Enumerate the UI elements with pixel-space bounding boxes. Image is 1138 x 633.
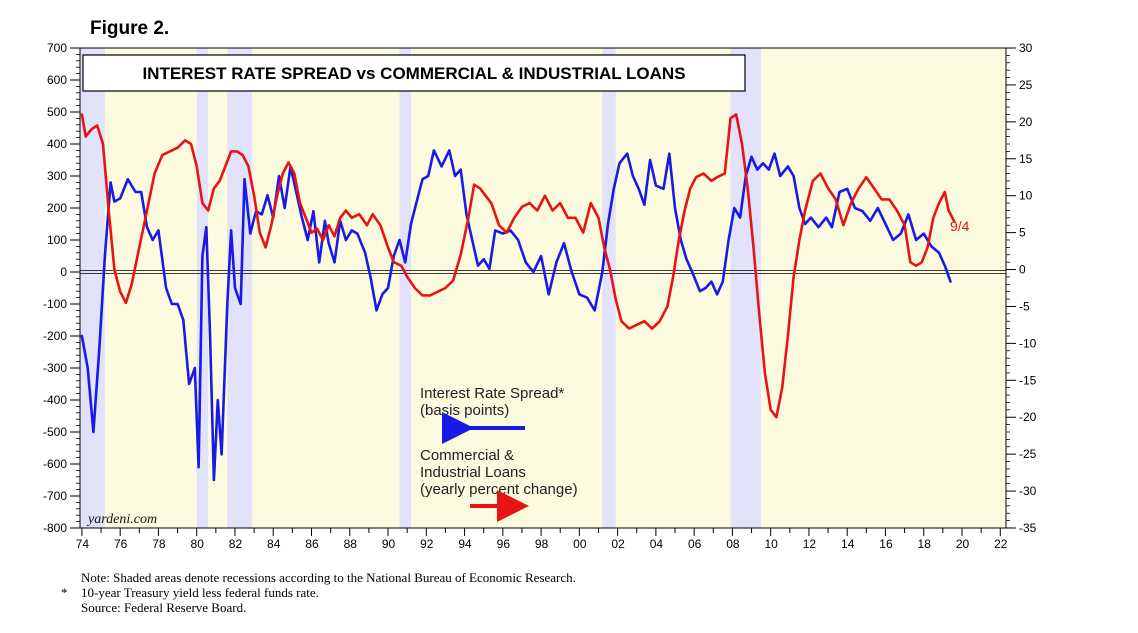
spread-line — [80, 149, 952, 482]
y-left-tick-label: 400 — [47, 137, 67, 151]
figure-label: Figure 2. — [90, 18, 170, 39]
chart-title: INTEREST RATE SPREAD vs COMMERCIAL & IND… — [142, 64, 685, 83]
y-right-tick-label: 5 — [1019, 226, 1026, 240]
x-tick-label: 10 — [764, 537, 778, 551]
recession-band — [399, 48, 411, 528]
x-tick-label: 76 — [114, 537, 128, 551]
loans-line — [80, 113, 956, 419]
legend-spread-line1: Interest Rate Spread* — [420, 385, 564, 402]
plot-area — [80, 48, 1006, 528]
y-left-tick-label: -800 — [43, 521, 67, 535]
y-left-tick-label: -700 — [43, 489, 67, 503]
x-tick-label: 12 — [803, 537, 817, 551]
x-tick-label: 16 — [879, 537, 893, 551]
legend-loans-line3: (yearly percent change) — [420, 481, 578, 498]
x-tick-label: 00 — [573, 537, 587, 551]
y-right-tick-label: 15 — [1019, 152, 1033, 166]
x-tick-label: 92 — [420, 537, 434, 551]
watermark: yardeni.com — [86, 512, 157, 527]
y-right-tick-label: -15 — [1019, 373, 1037, 387]
y-right-tick-label: -20 — [1019, 410, 1037, 424]
x-tick-label: 22 — [994, 537, 1008, 551]
legend-spread-line2: (basis points) — [420, 402, 509, 419]
recession-band — [227, 48, 253, 528]
y-left-tick-label: 300 — [47, 169, 67, 183]
legend-loans-line2: Industrial Loans — [420, 464, 526, 481]
y-left-tick-label: 100 — [47, 233, 67, 247]
y-left-tick-label: -200 — [43, 329, 67, 343]
x-tick-label: 84 — [267, 537, 281, 551]
end-date-label: 9/4 — [950, 218, 970, 234]
x-tick-label: 90 — [382, 537, 396, 551]
x-tick-label: 78 — [152, 537, 166, 551]
x-tick-label: 86 — [305, 537, 319, 551]
plot-frame — [79, 47, 1007, 529]
x-tick-label: 04 — [650, 537, 664, 551]
y-right-tick-label: 30 — [1019, 41, 1033, 55]
series-lines — [80, 113, 956, 482]
x-tick-label: 08 — [726, 537, 740, 551]
y-left-tick-label: -300 — [43, 361, 67, 375]
x-tick-label: 82 — [229, 537, 243, 551]
y-right-tick-label: 10 — [1019, 189, 1033, 203]
x-tick-label: 20 — [956, 537, 970, 551]
y-left-tick-label: 500 — [47, 105, 67, 119]
recession-band — [602, 48, 616, 528]
notes-block: Note: Shaded areas denote recessions acc… — [61, 570, 576, 615]
chart-title-box — [82, 54, 746, 92]
note-recessions: Note: Shaded areas denote recessions acc… — [81, 570, 576, 585]
y-right-tick-label: 25 — [1019, 78, 1033, 92]
x-tick-label: 94 — [458, 537, 472, 551]
y-left-tick-label: 0 — [60, 265, 67, 279]
x-tick-label: 18 — [918, 537, 932, 551]
footnote-mark: * — [61, 585, 68, 600]
y-left-tick-label: -100 — [43, 297, 67, 311]
note-footnote: 10-year Treasury yield less federal fund… — [81, 585, 319, 600]
x-tick-label: 02 — [611, 537, 625, 551]
y-left-tick-label: -500 — [43, 425, 67, 439]
y-left-tick-label: -600 — [43, 457, 67, 471]
y-right-tick-label: -10 — [1019, 336, 1037, 350]
x-tick-label: 98 — [535, 537, 549, 551]
y-right-tick-label: -30 — [1019, 484, 1037, 498]
y-right-tick-label: -35 — [1019, 521, 1037, 535]
x-tick-label: 96 — [497, 537, 511, 551]
y-right-tick-label: -25 — [1019, 447, 1037, 461]
y-right-tick-label: 0 — [1019, 263, 1026, 277]
note-source: Source: Federal Reserve Board. — [81, 600, 247, 615]
x-tick-label: 06 — [688, 537, 702, 551]
y-left-tick-label: 200 — [47, 201, 67, 215]
y-right-tick-label: 20 — [1019, 115, 1033, 129]
x-tick-label: 80 — [191, 537, 205, 551]
y-right-tick-label: -5 — [1019, 299, 1030, 313]
x-tick-label: 14 — [841, 537, 855, 551]
x-tick-label: 74 — [76, 537, 90, 551]
y-left-tick-label: 600 — [47, 73, 67, 87]
y-left-tick-label: 700 — [47, 41, 67, 55]
x-tick-label: 88 — [344, 537, 358, 551]
legend-loans-line1: Commercial & — [420, 447, 514, 464]
y-left-tick-label: -400 — [43, 393, 67, 407]
